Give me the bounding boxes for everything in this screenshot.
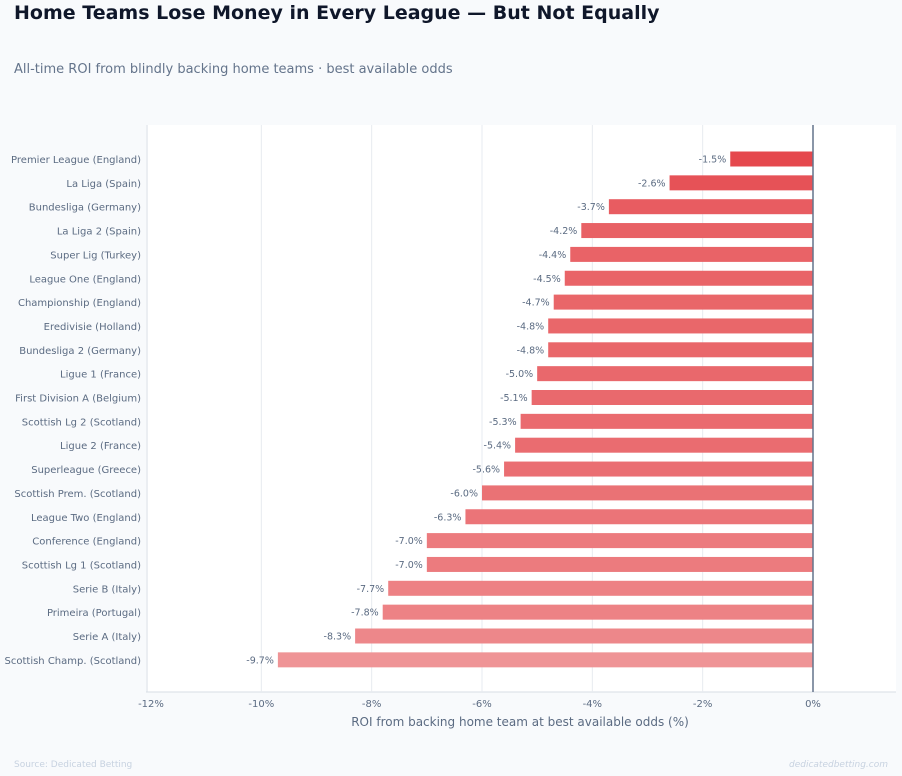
bar <box>570 246 813 262</box>
category-label: First Division A (Belgium) <box>15 394 141 405</box>
bar <box>465 509 813 525</box>
value-label: -5.1% <box>500 393 528 404</box>
bar <box>608 199 813 215</box>
bar <box>537 366 813 382</box>
category-label: Championship (England) <box>18 298 141 309</box>
value-label: -4.4% <box>539 250 567 261</box>
value-label: -4.5% <box>533 274 561 285</box>
plot-area <box>146 125 896 692</box>
category-label: Superleague (Greece) <box>31 465 141 476</box>
value-label: -6.0% <box>450 488 478 499</box>
category-label: Super Lig (Turkey) <box>50 250 141 261</box>
bar <box>730 151 813 167</box>
x-tick-label: -2% <box>693 699 712 710</box>
category-label: Scottish Champ. (Scotland) <box>5 656 142 667</box>
value-label: -8.3% <box>324 632 352 643</box>
x-tick-label: -4% <box>583 699 602 710</box>
value-label: -2.6% <box>638 178 666 189</box>
bar <box>426 556 813 572</box>
bar <box>277 652 814 668</box>
bar <box>515 437 813 453</box>
category-label: Primeira (Portugal) <box>47 608 141 619</box>
value-label: -4.2% <box>550 226 578 237</box>
bar <box>426 533 813 549</box>
x-tick-label: 0% <box>805 699 821 710</box>
value-label: -5.3% <box>489 417 517 428</box>
value-label: -5.6% <box>472 465 500 476</box>
bar <box>520 413 813 429</box>
bar <box>564 270 813 286</box>
bar <box>581 223 813 239</box>
bar <box>388 580 813 596</box>
value-label: -4.7% <box>522 298 550 309</box>
chart-title: Home Teams Lose Money in Every League — … <box>14 2 660 24</box>
value-label: -4.8% <box>517 321 545 332</box>
x-tick-label: -6% <box>472 699 491 710</box>
bar <box>553 294 813 310</box>
bar <box>504 461 813 477</box>
source-note: Source: Dedicated Betting <box>14 760 133 770</box>
site-watermark: dedicatedbetting.com <box>788 760 888 770</box>
bar <box>548 342 813 358</box>
category-label: Scottish Prem. (Scotland) <box>14 489 141 500</box>
category-label: Premier League (England) <box>11 155 141 166</box>
value-label: -1.5% <box>699 155 727 166</box>
value-label: -7.8% <box>351 608 379 619</box>
category-label: La Liga (Spain) <box>66 179 141 190</box>
category-label: Eredivisie (Holland) <box>44 322 141 333</box>
value-label: -7.7% <box>357 584 385 595</box>
value-labels: -1.5% -2.6% -3.7% -4.2% -4.4% -4.5% -4.7% -4.8%… <box>246 155 726 667</box>
value-label: -5.0% <box>506 369 534 380</box>
value-label: -6.3% <box>434 512 462 523</box>
bar <box>355 628 813 644</box>
category-labels: Premier League (England) La Liga (Spain) B… <box>5 155 142 667</box>
value-label: -7.0% <box>395 560 423 571</box>
category-label: Ligue 2 (France) <box>60 441 141 452</box>
value-label: -9.7% <box>246 655 274 666</box>
value-label: -4.8% <box>517 345 545 356</box>
bar <box>548 318 813 334</box>
x-axis-ticks: -12% -10% -8% -6% -4% -2% 0% <box>138 699 821 710</box>
bar <box>531 390 813 405</box>
bar <box>669 175 813 191</box>
category-label: La Liga 2 (Spain) <box>57 227 141 238</box>
category-label: Ligue 1 (France) <box>60 370 141 381</box>
x-tick-label: -12% <box>138 699 164 710</box>
category-label: Serie A (Italy) <box>73 632 141 643</box>
bar <box>382 604 813 620</box>
category-label: League Two (England) <box>31 513 141 524</box>
category-label: Scottish Lg 1 (Scotland) <box>22 560 141 571</box>
x-tick-label: -8% <box>362 699 381 710</box>
category-label: League One (England) <box>29 274 141 285</box>
value-label: -5.4% <box>484 441 512 452</box>
category-label: Bundesliga (Germany) <box>29 203 141 214</box>
value-label: -3.7% <box>577 202 605 213</box>
bar <box>482 485 813 501</box>
category-label: Conference (England) <box>32 537 141 548</box>
value-label: -7.0% <box>395 536 423 547</box>
category-label: Bundesliga 2 (Germany) <box>19 346 141 357</box>
x-tick-label: -10% <box>248 699 274 710</box>
x-axis-label: ROI from backing home team at best avail… <box>351 715 689 729</box>
bars <box>277 125 814 692</box>
category-label: Serie B (Italy) <box>73 584 141 595</box>
chart-subtitle: All-time ROI from blindly backing home t… <box>14 62 453 77</box>
grid-lines <box>146 125 896 693</box>
category-label: Scottish Lg 2 (Scotland) <box>22 417 141 428</box>
